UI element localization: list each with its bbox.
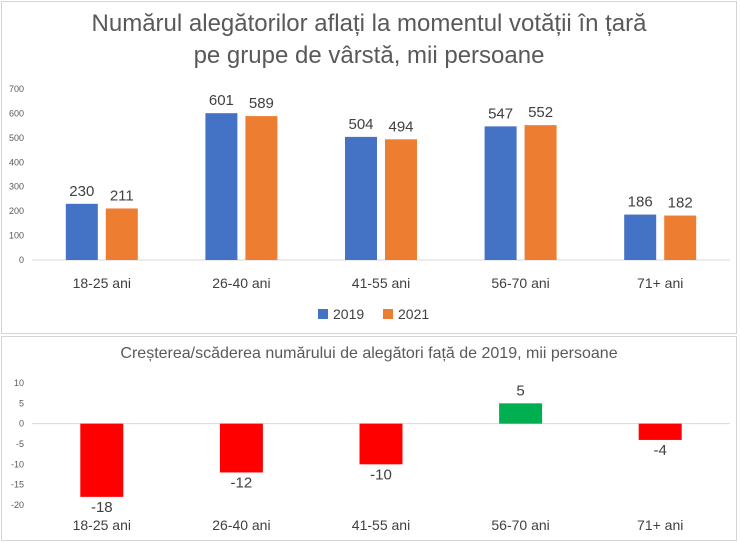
chart-title-line-2: pe grupe de vârstă, mii persoane xyxy=(193,42,545,69)
bar-2021-26-40-ani xyxy=(245,116,278,260)
change-bar-26-40-ani xyxy=(219,423,263,473)
data-label-2019-56-70-ani: 547 xyxy=(488,105,513,122)
data-label-2019-18-25-ani: 230 xyxy=(69,183,94,200)
chart-title: Numărul alegătorilor aflați la momentul … xyxy=(2,8,736,72)
change-y-tick-label--10: -10 xyxy=(11,459,24,469)
change-data-label-18-25-ani: -18 xyxy=(91,499,113,516)
bar-2021-56-70-ani xyxy=(524,125,557,260)
x-tick-label-71-ani: 71+ ani xyxy=(637,275,683,291)
change-x-tick-label-18-25-ani: 18-25 ani xyxy=(73,517,131,533)
change-y-tick-label--5: -5 xyxy=(16,439,24,449)
legend-swatch-2019 xyxy=(318,309,328,319)
data-label-2019-26-40-ani: 601 xyxy=(209,92,234,109)
change-x-tick-label-56-70-ani: 56-70 ani xyxy=(491,517,549,533)
data-label-2019-41-55-ani: 504 xyxy=(348,116,373,133)
bar-chart-voters: 0 100 200 300 400 500 600 700 18-25 ani 230 211 26-… xyxy=(9,84,730,322)
y-tick-label-500: 500 xyxy=(9,133,24,143)
x-tick-label-41-55-ani: 41-55 ani xyxy=(352,275,410,291)
change-x-tick-label-26-40-ani: 26-40 ani xyxy=(212,517,270,533)
change-data-label-71-ani: -4 xyxy=(654,442,667,459)
change-chart-title: Creșterea/scăderea numărului de alegător… xyxy=(120,345,618,362)
legend-label-2021: 2021 xyxy=(398,306,429,322)
chart-title-line-1: Numărul alegătorilor aflați la momentul … xyxy=(91,10,647,37)
change-y-tick-label-5: 5 xyxy=(19,398,24,408)
change-x-tick-label-41-55-ani: 41-55 ani xyxy=(352,517,410,533)
bar-2019-41-55-ani xyxy=(345,136,377,260)
change-bar-71-ani xyxy=(638,423,682,440)
bar-2019-18-25-ani xyxy=(65,203,98,260)
x-tick-label-56-70-ani: 56-70 ani xyxy=(491,275,549,291)
bar-2019-71-ani xyxy=(624,214,657,260)
data-label-2021-18-25-ani: 211 xyxy=(110,187,134,204)
change-bar-56-70-ani xyxy=(499,403,543,424)
change-data-label-26-40-ani: -12 xyxy=(231,474,253,491)
data-label-2019-71-ani: 186 xyxy=(628,194,653,211)
change-y-tick-label--15: -15 xyxy=(11,480,24,490)
change-y-tick-label-10: 10 xyxy=(14,378,24,388)
data-label-2021-26-40-ani: 589 xyxy=(249,95,274,112)
y-tick-label-700: 700 xyxy=(9,84,24,94)
bar-2021-71-ani xyxy=(664,215,697,260)
y-tick-label-100: 100 xyxy=(9,231,24,241)
change-bar-41-55-ani xyxy=(359,423,403,465)
y-tick-label-400: 400 xyxy=(9,157,24,167)
data-label-2021-41-55-ani: 494 xyxy=(388,118,413,135)
change-bar-18-25-ani xyxy=(80,423,124,497)
bar-2019-26-40-ani xyxy=(205,113,238,260)
y-tick-label-0: 0 xyxy=(19,255,24,265)
change-data-label-41-55-ani: -10 xyxy=(370,466,392,483)
change-x-tick-label-71-ani: 71+ ani xyxy=(637,517,683,533)
y-tick-label-300: 300 xyxy=(9,182,24,192)
y-tick-label-600: 600 xyxy=(9,108,24,118)
change-data-label-56-70-ani: 5 xyxy=(516,382,524,399)
data-label-2021-71-ani: 182 xyxy=(668,195,693,212)
data-label-2021-56-70-ani: 552 xyxy=(528,104,553,121)
bar-2021-18-25-ani xyxy=(105,208,138,260)
change-y-tick-label-0: 0 xyxy=(19,419,24,429)
bar-2021-41-55-ani xyxy=(385,139,417,260)
y-tick-label-200: 200 xyxy=(9,206,24,216)
legend-swatch-2021 xyxy=(383,309,393,319)
x-tick-label-26-40-ani: 26-40 ani xyxy=(212,275,270,291)
legend-label-2019: 2019 xyxy=(333,306,364,322)
bar-2019-56-70-ani xyxy=(484,126,517,260)
x-tick-label-18-25-ani: 18-25 ani xyxy=(73,275,131,291)
change-y-tick-label--20: -20 xyxy=(11,500,24,510)
chart-panel-age-groups: Numărul alegătorilor aflați la momentul … xyxy=(1,1,737,334)
chart-panel-change: Creșterea/scăderea numărului de alegător… xyxy=(1,336,737,541)
